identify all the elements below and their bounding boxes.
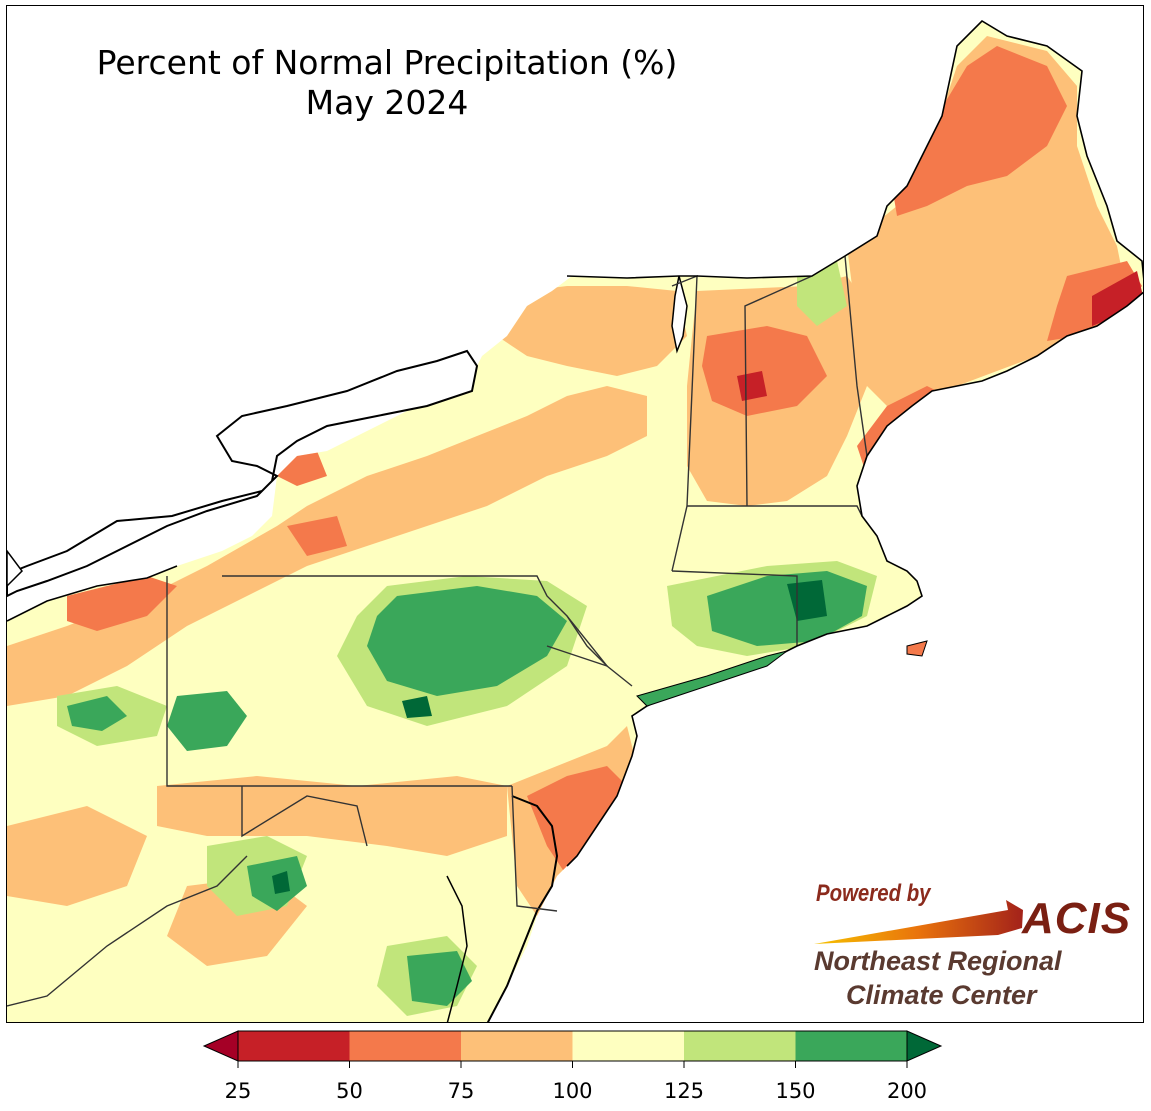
colorbar-swatch xyxy=(684,1031,796,1061)
colorbar-tick-label: 125 xyxy=(663,1079,705,1103)
long-island xyxy=(636,650,788,707)
acis-text: ACIS xyxy=(1022,894,1132,943)
colorbar-tick-label: 25 xyxy=(224,1079,252,1103)
acis-swoosh xyxy=(814,900,1023,944)
colorbar-swatch xyxy=(461,1031,573,1061)
colorbar-legend: 25 50 75 100 125 150 200 xyxy=(200,1028,945,1108)
water-bodies xyxy=(7,275,688,1022)
map-panel: Percent of Normal Precipitation (%) May … xyxy=(6,5,1144,1023)
org-name-line2: Climate Center xyxy=(846,980,1037,1010)
colorbar-tick-label: 50 xyxy=(336,1079,363,1103)
colorbar-under-arrow xyxy=(202,1030,239,1062)
acis-logo: Powered by ACIS Northeast Regional Clima… xyxy=(808,880,1138,1010)
colorbar-swatch xyxy=(795,1031,907,1061)
colorbar-over-arrow xyxy=(906,1030,943,1062)
nantucket xyxy=(906,640,928,657)
colorbar-swatches xyxy=(202,1030,943,1068)
powered-by-text: Powered by xyxy=(816,880,931,907)
colorbar-tick-label: 150 xyxy=(775,1079,816,1103)
org-name-line1: Northeast Regional xyxy=(814,946,1062,976)
colorbar-swatch xyxy=(238,1031,350,1061)
state-boundaries xyxy=(7,255,868,1007)
colorbar-swatch xyxy=(349,1031,461,1061)
map-title: Percent of Normal Precipitation (%) xyxy=(96,43,678,82)
precipitation-map xyxy=(7,19,1143,1022)
colorbar-tick-label: 100 xyxy=(552,1079,593,1103)
colorbar-tick-label: 75 xyxy=(447,1079,475,1103)
colorbar-swatch xyxy=(572,1031,684,1061)
map-subtitle: May 2024 xyxy=(305,83,469,122)
colorbar-tick-label: 200 xyxy=(886,1079,928,1103)
